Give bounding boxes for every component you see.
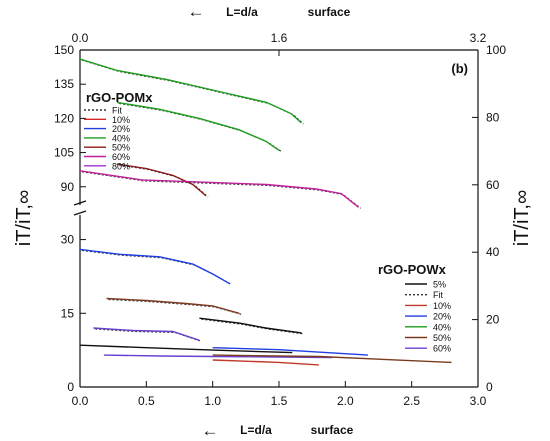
top-axis-arrow: ←: [188, 2, 205, 21]
legend-label: 5%: [433, 280, 446, 290]
legend-label: 20%: [433, 312, 451, 322]
bottom-tick-label: 3.0: [470, 394, 487, 408]
series-line: [93, 327, 200, 341]
series-line: [116, 101, 280, 151]
top-tick-label: 1.6: [271, 31, 288, 45]
series-line: [199, 317, 302, 334]
right-tick-label: 80: [486, 110, 500, 124]
fit-line: [81, 249, 233, 286]
bottom-axis-label-extra: surface: [311, 423, 354, 437]
series-line: [106, 297, 240, 314]
series-line: [116, 163, 207, 197]
series-line: [212, 359, 319, 366]
series-line: [212, 354, 452, 364]
legend-label: Fit: [112, 106, 122, 116]
legend-pom-title: rGO-POMx: [86, 90, 153, 105]
left-tick-label: 30: [61, 233, 75, 247]
right-tick-label: 0: [486, 380, 493, 394]
legend-label: 10%: [433, 301, 451, 311]
series-line: [103, 354, 333, 359]
series-line: [212, 347, 368, 356]
legend-label: 50%: [112, 143, 130, 153]
series-layer: [79, 58, 452, 366]
panel-label: (b): [451, 61, 468, 76]
bottom-tick-label: 0.5: [138, 394, 155, 408]
axis-break-mark: [73, 210, 87, 216]
left-tick-label: 120: [54, 111, 74, 125]
legend-pow-title: rGO-POWx: [378, 262, 447, 277]
fit-line: [108, 298, 242, 315]
legend-label: 10%: [112, 115, 130, 125]
bottom-tick-label: 2.5: [403, 394, 420, 408]
axis-break-mark: [73, 200, 87, 206]
right-tick-label: 100: [486, 43, 506, 57]
legend-label: 80%: [112, 161, 130, 171]
left-tick-label: 15: [61, 306, 75, 320]
left-tick-label: 135: [54, 77, 74, 91]
series-line: [79, 170, 360, 208]
bottom-tick-label: 1.5: [271, 394, 288, 408]
top-axis-label-extra: surface: [308, 5, 351, 19]
right-axis-label: iT/iT,∞: [511, 190, 533, 246]
left-tick-label: 150: [54, 43, 74, 57]
series-line: [79, 248, 231, 285]
legend-label: 40%: [433, 322, 451, 332]
left-tick-label: 90: [61, 180, 75, 194]
top-axis-label: L=d/a: [226, 5, 258, 19]
legend-label: 40%: [112, 133, 130, 143]
legend-label: 50%: [433, 333, 451, 343]
right-tick-label: 60: [486, 178, 500, 192]
left-tick-label: 105: [54, 146, 74, 160]
left-tick-label: 0: [67, 380, 74, 394]
series-line: [79, 58, 302, 124]
tick-layer: 0.0 0.5 1.0 1.5 2.0 2.5 3.0 0.0 1.6 3.2 90 105 120 13…: [54, 31, 506, 408]
bottom-tick-label: 0.0: [72, 394, 89, 408]
top-tick-label: 0.0: [72, 31, 89, 45]
right-tick-label: 20: [486, 313, 500, 327]
legend-label: 60%: [112, 152, 130, 162]
left-axis-label: iT/iT,∞: [13, 190, 35, 246]
fit-line: [119, 102, 282, 152]
series-line: [79, 344, 293, 354]
bottom-axis-label: L=d/a: [240, 423, 272, 437]
top-tick-label: 3.2: [470, 31, 487, 45]
bottom-axis-arrow: ←: [202, 421, 219, 440]
legend-label: Fit: [433, 290, 443, 300]
right-tick-label: 40: [486, 245, 500, 259]
legend-label: 20%: [112, 124, 130, 134]
bottom-tick-label: 1.0: [204, 394, 221, 408]
bottom-tick-label: 2.0: [337, 394, 354, 408]
legend-label: 60%: [433, 344, 451, 354]
